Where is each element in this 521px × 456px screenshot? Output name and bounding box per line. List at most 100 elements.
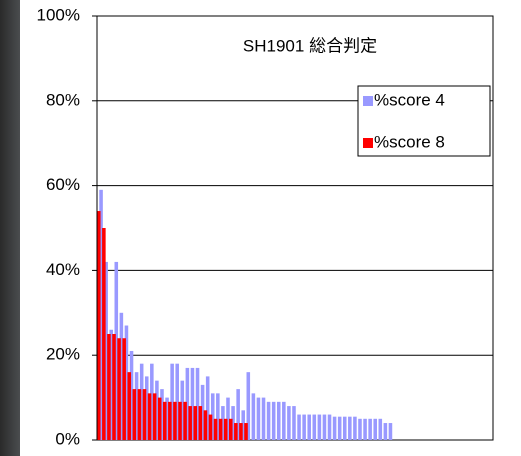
bar (134, 372, 139, 440)
y-tick-label: 20% (46, 345, 80, 364)
bar (388, 423, 393, 440)
bar (221, 406, 225, 440)
bar (332, 416, 337, 440)
bar (256, 397, 261, 440)
bar (163, 401, 167, 440)
bar (282, 401, 286, 440)
plot-area (96, 15, 494, 441)
bar (188, 406, 192, 440)
bar (226, 397, 230, 440)
bar (342, 416, 347, 440)
bar (261, 397, 266, 440)
bar (152, 393, 157, 440)
bar (178, 401, 182, 440)
bar (337, 416, 342, 440)
bar (147, 393, 152, 440)
bar (119, 312, 124, 440)
bar (107, 334, 111, 440)
bar (208, 414, 213, 440)
bar (102, 228, 106, 440)
y-tick-label: 0% (55, 429, 80, 448)
y-tick-label: 40% (46, 260, 80, 279)
bar (124, 325, 129, 440)
bar (322, 414, 327, 440)
bar (363, 418, 367, 440)
legend-box (357, 85, 491, 157)
bar (168, 401, 172, 440)
legend-swatch (363, 96, 373, 106)
bar (173, 401, 177, 440)
y-tick-label: 60% (46, 175, 80, 194)
bar (109, 329, 113, 440)
bar (139, 363, 144, 440)
bar (155, 380, 159, 440)
bar (231, 406, 235, 440)
bar (378, 418, 383, 440)
bar (122, 338, 126, 440)
legend-label: %score 4 (374, 90, 445, 109)
bar (99, 189, 103, 440)
bar (229, 418, 233, 440)
bar (276, 401, 281, 440)
bar (127, 372, 132, 440)
bar (307, 414, 311, 440)
bar (183, 401, 187, 440)
bar (142, 389, 147, 440)
bar (302, 414, 306, 440)
bar (216, 393, 220, 440)
bar (129, 350, 134, 440)
bar (144, 376, 149, 440)
y-tick-label: 100% (37, 5, 80, 24)
bar (180, 380, 185, 440)
bar (150, 363, 154, 440)
bar (170, 363, 174, 440)
bar (165, 397, 169, 440)
bar (239, 423, 243, 440)
bar (175, 363, 179, 440)
bar (193, 406, 198, 440)
bar (297, 414, 301, 440)
bar (317, 414, 322, 440)
bar (157, 397, 162, 440)
bar (198, 406, 203, 440)
bar (266, 401, 271, 440)
bar (383, 423, 388, 440)
bar (137, 389, 142, 440)
legend-label: %score 8 (374, 132, 445, 151)
bar (353, 416, 357, 440)
legend-swatch (363, 138, 373, 148)
bar (234, 423, 238, 440)
bar (203, 410, 208, 440)
bar (104, 261, 108, 440)
bar (213, 418, 218, 440)
y-tick-label: 80% (46, 90, 80, 109)
bar (292, 406, 296, 440)
bar (114, 261, 119, 440)
chart-title: SH1901 総合判定 (243, 36, 377, 55)
bar (97, 211, 101, 440)
bar (327, 414, 332, 440)
bar (246, 372, 251, 440)
bar (132, 389, 137, 440)
bar (373, 418, 377, 440)
bar (210, 393, 215, 440)
bar (251, 393, 256, 440)
bar (287, 406, 291, 440)
bar (195, 367, 200, 440)
bar (368, 418, 372, 440)
bar (348, 416, 352, 440)
bar (358, 418, 362, 440)
bar (112, 334, 116, 440)
bar (200, 384, 205, 440)
bar (185, 367, 190, 440)
bar (218, 418, 223, 440)
bar (223, 418, 228, 440)
bar (244, 423, 248, 440)
bar (312, 414, 317, 440)
bar (160, 389, 164, 440)
window-edge (0, 0, 20, 456)
bar (236, 389, 240, 440)
bar (241, 410, 245, 440)
bar (205, 376, 210, 440)
